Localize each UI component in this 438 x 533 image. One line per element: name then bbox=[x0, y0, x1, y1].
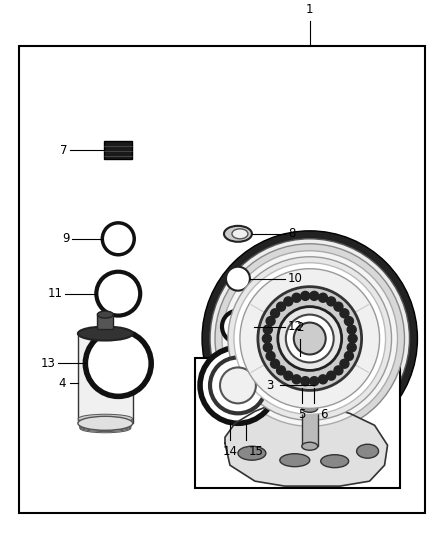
Circle shape bbox=[327, 297, 336, 306]
Circle shape bbox=[226, 266, 250, 290]
Text: 1: 1 bbox=[306, 3, 314, 17]
Circle shape bbox=[240, 269, 380, 408]
Circle shape bbox=[220, 367, 256, 403]
Text: 13: 13 bbox=[41, 357, 56, 370]
Ellipse shape bbox=[79, 420, 131, 429]
Circle shape bbox=[292, 375, 301, 384]
Circle shape bbox=[222, 311, 254, 343]
Circle shape bbox=[320, 381, 330, 390]
Circle shape bbox=[327, 371, 336, 380]
Ellipse shape bbox=[302, 405, 318, 413]
Ellipse shape bbox=[78, 416, 133, 430]
Circle shape bbox=[310, 377, 319, 386]
Circle shape bbox=[294, 322, 326, 354]
Ellipse shape bbox=[80, 424, 131, 433]
Circle shape bbox=[318, 293, 328, 302]
Bar bbox=[302, 408, 318, 446]
Ellipse shape bbox=[78, 414, 133, 423]
Bar bbox=[18, 46, 425, 513]
Bar bbox=[104, 141, 132, 159]
Text: 6: 6 bbox=[320, 408, 328, 422]
Circle shape bbox=[102, 223, 134, 255]
Text: 7: 7 bbox=[60, 143, 67, 157]
Circle shape bbox=[347, 343, 356, 352]
Circle shape bbox=[334, 366, 343, 375]
Circle shape bbox=[200, 348, 276, 423]
Ellipse shape bbox=[280, 454, 310, 467]
Circle shape bbox=[263, 325, 272, 334]
Circle shape bbox=[271, 309, 279, 318]
Ellipse shape bbox=[78, 415, 132, 424]
Ellipse shape bbox=[79, 419, 132, 428]
Text: 5: 5 bbox=[298, 408, 305, 422]
Text: 14: 14 bbox=[223, 445, 237, 458]
Circle shape bbox=[334, 302, 343, 311]
Bar bbox=[78, 334, 133, 423]
Circle shape bbox=[340, 309, 349, 318]
Polygon shape bbox=[225, 401, 388, 486]
Circle shape bbox=[318, 375, 328, 384]
Circle shape bbox=[278, 306, 342, 370]
Text: 10: 10 bbox=[288, 272, 303, 285]
Ellipse shape bbox=[97, 311, 113, 318]
Circle shape bbox=[85, 330, 151, 397]
Text: 3: 3 bbox=[266, 379, 274, 392]
Circle shape bbox=[202, 231, 417, 446]
Circle shape bbox=[263, 343, 272, 352]
Text: 2: 2 bbox=[296, 320, 304, 334]
Circle shape bbox=[286, 314, 334, 362]
Ellipse shape bbox=[224, 226, 252, 242]
Circle shape bbox=[276, 302, 286, 311]
Circle shape bbox=[301, 292, 310, 301]
Circle shape bbox=[266, 351, 275, 360]
Circle shape bbox=[301, 377, 310, 386]
Circle shape bbox=[348, 334, 357, 343]
Bar bbox=[97, 314, 113, 328]
Circle shape bbox=[210, 239, 410, 438]
Ellipse shape bbox=[78, 417, 132, 425]
Circle shape bbox=[262, 334, 272, 343]
Text: 11: 11 bbox=[47, 287, 63, 300]
Ellipse shape bbox=[302, 442, 318, 450]
Circle shape bbox=[210, 358, 266, 413]
Circle shape bbox=[266, 317, 275, 326]
Circle shape bbox=[258, 287, 362, 390]
Circle shape bbox=[344, 351, 353, 360]
Ellipse shape bbox=[232, 229, 248, 239]
Circle shape bbox=[271, 359, 279, 368]
Circle shape bbox=[310, 292, 319, 301]
Ellipse shape bbox=[321, 455, 349, 467]
Ellipse shape bbox=[79, 418, 132, 427]
Circle shape bbox=[292, 293, 301, 302]
Ellipse shape bbox=[357, 444, 378, 458]
Bar bbox=[195, 359, 399, 488]
Text: 9: 9 bbox=[62, 232, 69, 245]
Circle shape bbox=[222, 251, 398, 426]
Circle shape bbox=[276, 366, 286, 375]
Circle shape bbox=[314, 375, 336, 397]
Circle shape bbox=[284, 297, 293, 306]
Ellipse shape bbox=[238, 446, 266, 460]
Text: 12: 12 bbox=[288, 320, 303, 333]
Circle shape bbox=[96, 272, 140, 316]
Text: 15: 15 bbox=[248, 445, 263, 458]
Circle shape bbox=[234, 263, 385, 414]
Ellipse shape bbox=[78, 327, 133, 341]
Ellipse shape bbox=[79, 422, 131, 430]
Circle shape bbox=[340, 359, 349, 368]
Circle shape bbox=[347, 325, 356, 334]
Circle shape bbox=[284, 371, 293, 380]
Text: 4: 4 bbox=[58, 377, 65, 390]
Circle shape bbox=[215, 244, 405, 433]
Circle shape bbox=[344, 317, 353, 326]
Text: 8: 8 bbox=[288, 227, 295, 240]
Ellipse shape bbox=[80, 423, 131, 432]
Circle shape bbox=[228, 257, 392, 421]
